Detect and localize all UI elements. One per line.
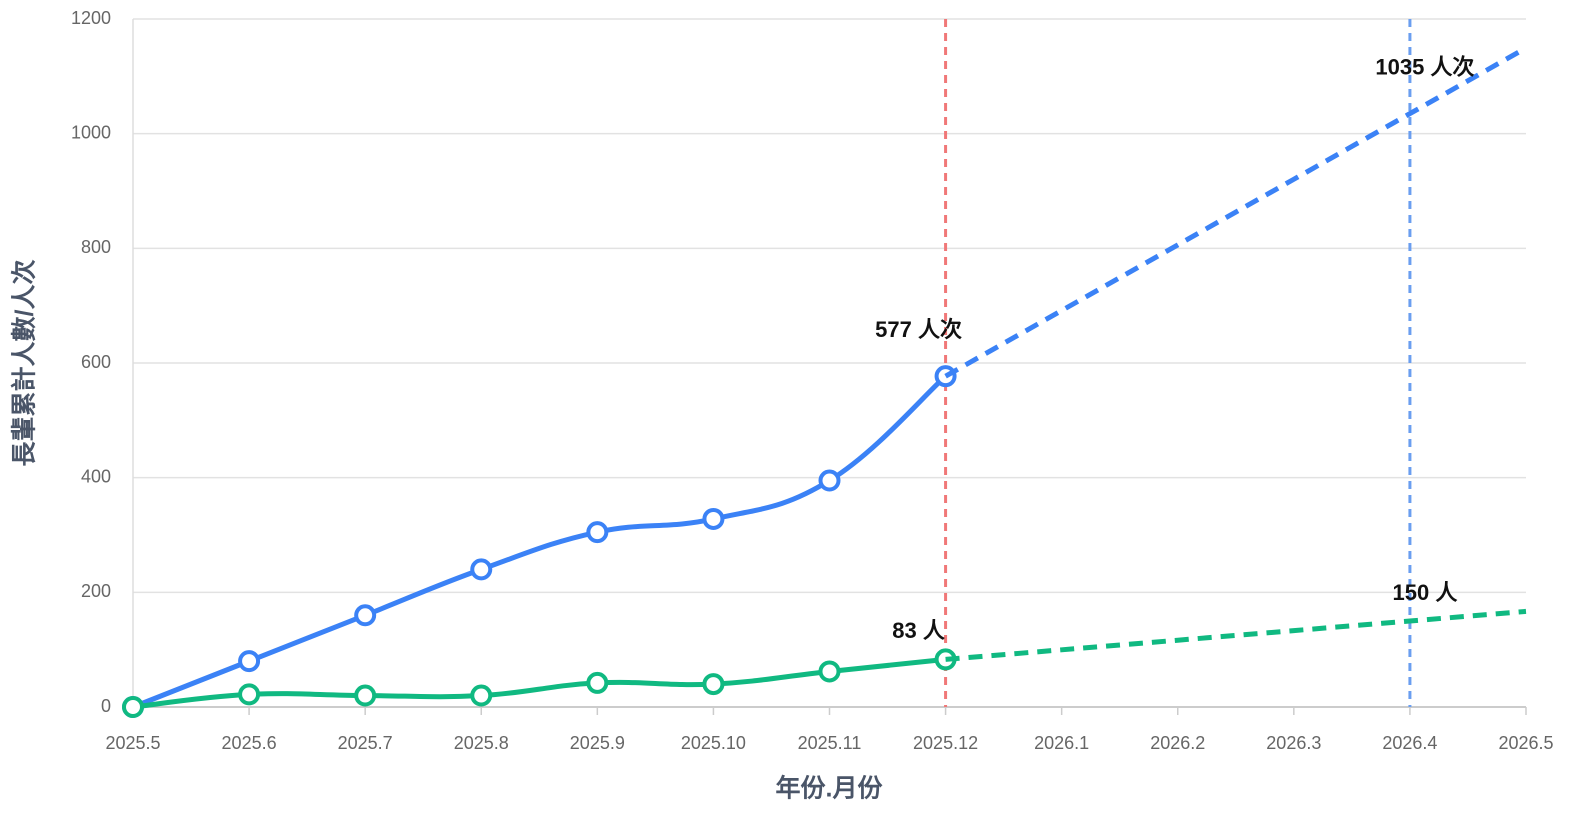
data-point xyxy=(818,469,841,492)
x-tick-label: 2025.10 xyxy=(681,733,746,753)
y-tick-label: 800 xyxy=(81,237,111,257)
data-line xyxy=(132,656,946,710)
data-point xyxy=(354,604,377,627)
y-tick-label: 600 xyxy=(81,352,111,372)
y-axis-title: 長輩累計人數/人次 xyxy=(10,260,39,467)
data-label: 1035 人次 xyxy=(1375,54,1474,79)
x-tick-label: 2026.4 xyxy=(1382,733,1437,753)
data-point xyxy=(586,521,609,544)
data-point xyxy=(702,673,725,696)
x-tick-label: 2025.6 xyxy=(222,733,277,753)
data-label: 150 人 xyxy=(1393,580,1458,605)
data-label: 83 人 xyxy=(892,618,945,643)
y-tick-label: 0 xyxy=(101,696,111,716)
projection-line xyxy=(944,45,1528,379)
data-point xyxy=(238,650,261,673)
y-tick-label: 400 xyxy=(81,466,111,486)
data-point xyxy=(818,660,841,683)
data-point xyxy=(122,696,144,718)
x-tick-label: 2026.5 xyxy=(1498,733,1553,753)
data-point xyxy=(470,558,493,581)
projection-line xyxy=(945,608,1527,662)
data-point xyxy=(586,671,609,694)
y-tick-label: 1200 xyxy=(71,8,111,28)
y-tick-label: 1000 xyxy=(71,122,111,142)
x-tick-label: 2025.5 xyxy=(105,733,160,753)
x-tick-label: 2025.8 xyxy=(454,733,509,753)
data-point xyxy=(354,684,377,707)
y-tick-label: 200 xyxy=(81,581,111,601)
x-tick-label: 2025.12 xyxy=(913,733,978,753)
data-label: 577 人次 xyxy=(875,317,962,342)
data-point xyxy=(470,684,493,707)
x-tick-label: 2026.2 xyxy=(1150,733,1205,753)
x-axis-title: 年份.月份 xyxy=(776,774,883,803)
data-point xyxy=(702,507,725,530)
x-tick-label: 2025.11 xyxy=(798,733,862,753)
data-point xyxy=(238,683,261,706)
x-tick-label: 2026.1 xyxy=(1034,733,1089,753)
x-tick-label: 2026.3 xyxy=(1266,733,1321,753)
x-tick-label: 2025.7 xyxy=(338,733,393,753)
x-tick-label: 2025.9 xyxy=(570,733,625,753)
